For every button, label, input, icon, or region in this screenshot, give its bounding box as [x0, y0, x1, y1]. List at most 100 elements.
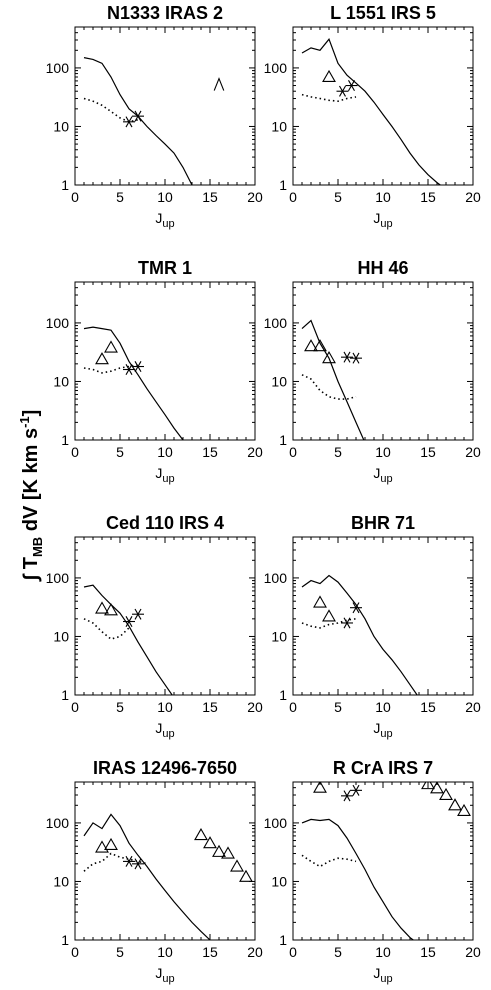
y-tick-label: 1 — [61, 932, 69, 948]
x-axis-label-subscript: up — [380, 218, 392, 230]
y-tick-label: 1 — [61, 432, 69, 448]
x-axis-label: Jup — [155, 965, 174, 985]
y-tick-label: 100 — [264, 315, 288, 331]
chart-panel: R CrA IRS 7 0 5 10 15 20 1 10 100 Jup — [264, 758, 481, 985]
triangle-marker — [313, 595, 327, 608]
y-tick-label: 10 — [271, 628, 287, 644]
triangle-marker — [313, 782, 327, 793]
triangle-marker — [203, 836, 217, 849]
triangle-marker — [104, 837, 118, 851]
x-tick-label: 5 — [116, 699, 124, 715]
solid-model-line — [301, 38, 442, 185]
x-tick-label: 5 — [334, 189, 342, 205]
plot-area — [301, 782, 471, 940]
panel-title: TMR 1 — [138, 258, 192, 278]
x-axis-label-main: J — [373, 465, 380, 481]
x-axis-label-subscript: up — [162, 473, 174, 485]
chart-panel: HH 46 0 5 10 15 20 1 10 100 Jup — [264, 258, 481, 485]
chart-panel: IRAS 12496-7650 0 5 10 15 20 1 10 100 Jup — [46, 758, 263, 985]
star-marker — [123, 855, 135, 867]
x-tick-label: 10 — [157, 944, 173, 960]
solid-model-line — [301, 818, 415, 940]
triangle-marker — [457, 803, 471, 817]
y-axis-label-middle: dV [K km s — [20, 428, 42, 537]
star-marker — [123, 116, 135, 128]
x-tick-label: 20 — [465, 944, 481, 960]
star-marker — [345, 80, 358, 92]
dotted-model-line — [301, 374, 357, 400]
x-axis-label-main: J — [155, 965, 162, 981]
panel-frame — [74, 781, 256, 941]
y-tick-label: 100 — [264, 570, 288, 586]
x-axis-label-subscript: up — [380, 728, 392, 740]
triangle-marker — [322, 351, 336, 364]
x-tick-label: 20 — [247, 944, 263, 960]
triangle-marker — [448, 798, 462, 811]
x-tick-label: 15 — [202, 944, 218, 960]
triangle-marker — [239, 869, 253, 882]
star-marker — [350, 602, 362, 614]
y-tick-label: 10 — [271, 873, 287, 889]
y-tick-label: 10 — [271, 118, 287, 134]
plot-area — [83, 57, 225, 185]
dotted-model-line — [301, 93, 357, 103]
y-axis-label-end: ] — [20, 410, 42, 417]
star-marker — [350, 352, 362, 364]
y-tick-label: 100 — [46, 815, 70, 831]
dotted-model-line — [83, 364, 139, 374]
x-tick-label: 15 — [202, 189, 218, 205]
x-axis-label-subscript: up — [162, 973, 174, 985]
panel-frame — [292, 536, 474, 696]
x-axis-label-main: J — [373, 965, 380, 981]
x-axis-label: Jup — [373, 210, 392, 230]
y-axis-label: ∫ TMB dV [K km s-1] — [17, 410, 45, 583]
dotted-model-line — [301, 618, 357, 629]
x-axis-label-main: J — [155, 720, 162, 736]
panel-title: Ced 110 IRS 4 — [106, 513, 224, 533]
x-tick-label: 10 — [375, 189, 391, 205]
triangle-marker — [421, 782, 435, 790]
star-marker — [350, 784, 362, 796]
plot-area — [301, 38, 442, 185]
x-axis-label-subscript: up — [380, 473, 392, 485]
x-tick-label: 10 — [157, 444, 173, 460]
x-tick-label: 5 — [334, 699, 342, 715]
panel-frame — [292, 781, 474, 941]
x-axis-label-subscript: up — [162, 728, 174, 740]
x-axis-label: Jup — [155, 465, 174, 485]
star-marker — [132, 361, 144, 373]
x-tick-label: 20 — [247, 699, 263, 715]
panel-frame — [74, 281, 256, 441]
x-tick-label: 0 — [289, 699, 297, 715]
panel-title: HH 46 — [357, 258, 408, 278]
solid-model-line — [83, 57, 193, 185]
chart-panel: L 1551 IRS 5 0 5 10 15 20 1 10 100 Jup — [264, 3, 481, 230]
x-tick-label: 20 — [465, 189, 481, 205]
x-tick-label: 10 — [375, 444, 391, 460]
x-tick-label: 10 — [375, 699, 391, 715]
triangle-marker — [212, 844, 226, 857]
panel-title: N1333 IRAS 2 — [107, 3, 223, 23]
x-axis-label-main: J — [155, 210, 162, 226]
y-tick-label: 100 — [46, 315, 70, 331]
x-tick-label: 0 — [289, 944, 297, 960]
star-marker — [336, 85, 349, 97]
x-tick-label: 0 — [71, 444, 79, 460]
x-axis-label: Jup — [373, 720, 392, 740]
y-tick-label: 1 — [279, 177, 287, 193]
x-tick-label: 20 — [247, 189, 263, 205]
triangle-marker — [322, 609, 336, 622]
y-tick-label: 10 — [53, 373, 69, 389]
y-tick-label: 10 — [53, 628, 69, 644]
y-tick-label: 10 — [53, 873, 69, 889]
x-axis-label: Jup — [373, 465, 392, 485]
solid-model-line — [301, 319, 365, 440]
solid-model-line — [83, 584, 173, 695]
x-tick-label: 5 — [116, 444, 124, 460]
star-marker — [123, 364, 135, 376]
triangle-marker — [104, 340, 118, 353]
triangle-marker — [430, 782, 444, 794]
plot-area — [301, 319, 365, 440]
x-axis-label-subscript: up — [380, 973, 392, 985]
